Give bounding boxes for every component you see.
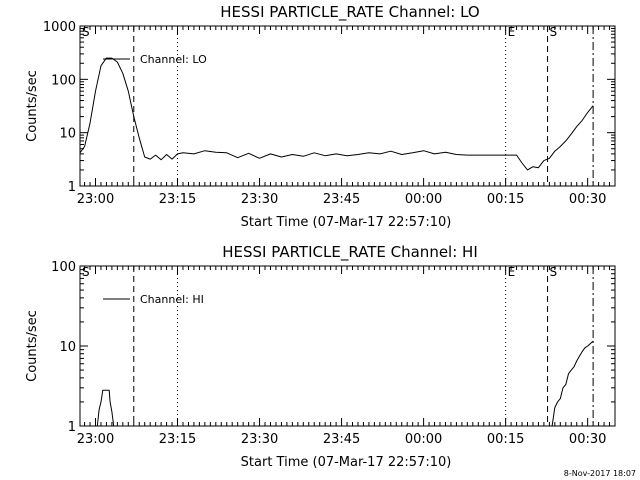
y-tick-label: 100 [51, 73, 76, 88]
y-tick-label: 1000 [43, 20, 76, 35]
x-tick-label: 23:30 [241, 192, 278, 207]
footer-timestamp: 8-Nov-2017 18:07 [564, 469, 636, 478]
x-tick-label: 23:15 [159, 432, 196, 447]
x-tick-label: 23:00 [77, 192, 114, 207]
x-tick-label: 00:15 [487, 192, 524, 207]
series-line-hi [96, 389, 115, 427]
x-tick-label: 00:30 [569, 192, 606, 207]
y-tick-label: 100 [51, 260, 76, 275]
x-tick-label: 23:45 [323, 192, 360, 207]
time-marker-label: S [82, 265, 90, 279]
x-tick-label: 23:15 [159, 192, 196, 207]
series-lo [79, 57, 594, 171]
x-tick-label: 00:30 [569, 432, 606, 447]
x-axis-label-lo: Start Time (07-Mar-17 22:57:10) [241, 215, 452, 230]
x-ticks-hi: 23:00 23:15 23:30 23:45 00:00 00:15 00:30 [77, 266, 616, 447]
chart-title-lo: HESSI PARTICLE_RATE Channel: LO [220, 3, 479, 22]
x-tick-label: 23:45 [323, 432, 360, 447]
x-axis-label-hi: Start Time (07-Mar-17 22:57:10) [241, 455, 452, 470]
y-tick-label: 1 [68, 420, 76, 435]
plot-frame-lo [79, 25, 616, 187]
time-marker-label: S [550, 25, 558, 39]
y-axis-label-hi: Counts/sec [25, 310, 40, 382]
legend-label-hi: Channel: HI [140, 293, 204, 306]
y-ticks-hi: 1 10 100 [51, 260, 615, 435]
series-line-lo [79, 57, 594, 171]
y-ticks-lo: 1 10 100 1000 [43, 20, 615, 195]
y-tick-label: 10 [59, 127, 76, 142]
time-marker-label: S [550, 265, 558, 279]
series-hi [96, 340, 594, 427]
series-line-hi [551, 340, 594, 427]
y-tick-label: 1 [68, 180, 76, 195]
time-marker-label: E [508, 25, 516, 39]
x-tick-label: 00:15 [487, 432, 524, 447]
x-tick-label: 00:00 [405, 192, 442, 207]
time-marker-label: S [82, 25, 90, 39]
plot-frame-hi [79, 265, 616, 427]
x-tick-label: 00:00 [405, 432, 442, 447]
x-tick-label: 23:00 [77, 432, 114, 447]
time-marker-label: E [508, 265, 516, 279]
y-axis-label-lo: Counts/sec [25, 70, 40, 142]
y-tick-label: 10 [59, 340, 76, 355]
x-tick-label: 23:30 [241, 432, 278, 447]
x-ticks-lo: 23:00 23:15 23:30 23:45 00:00 00:15 00:30 [77, 26, 616, 207]
legend-label-lo: Channel: LO [140, 53, 207, 66]
chart-title-hi: HESSI PARTICLE_RATE Channel: HI [222, 243, 478, 262]
